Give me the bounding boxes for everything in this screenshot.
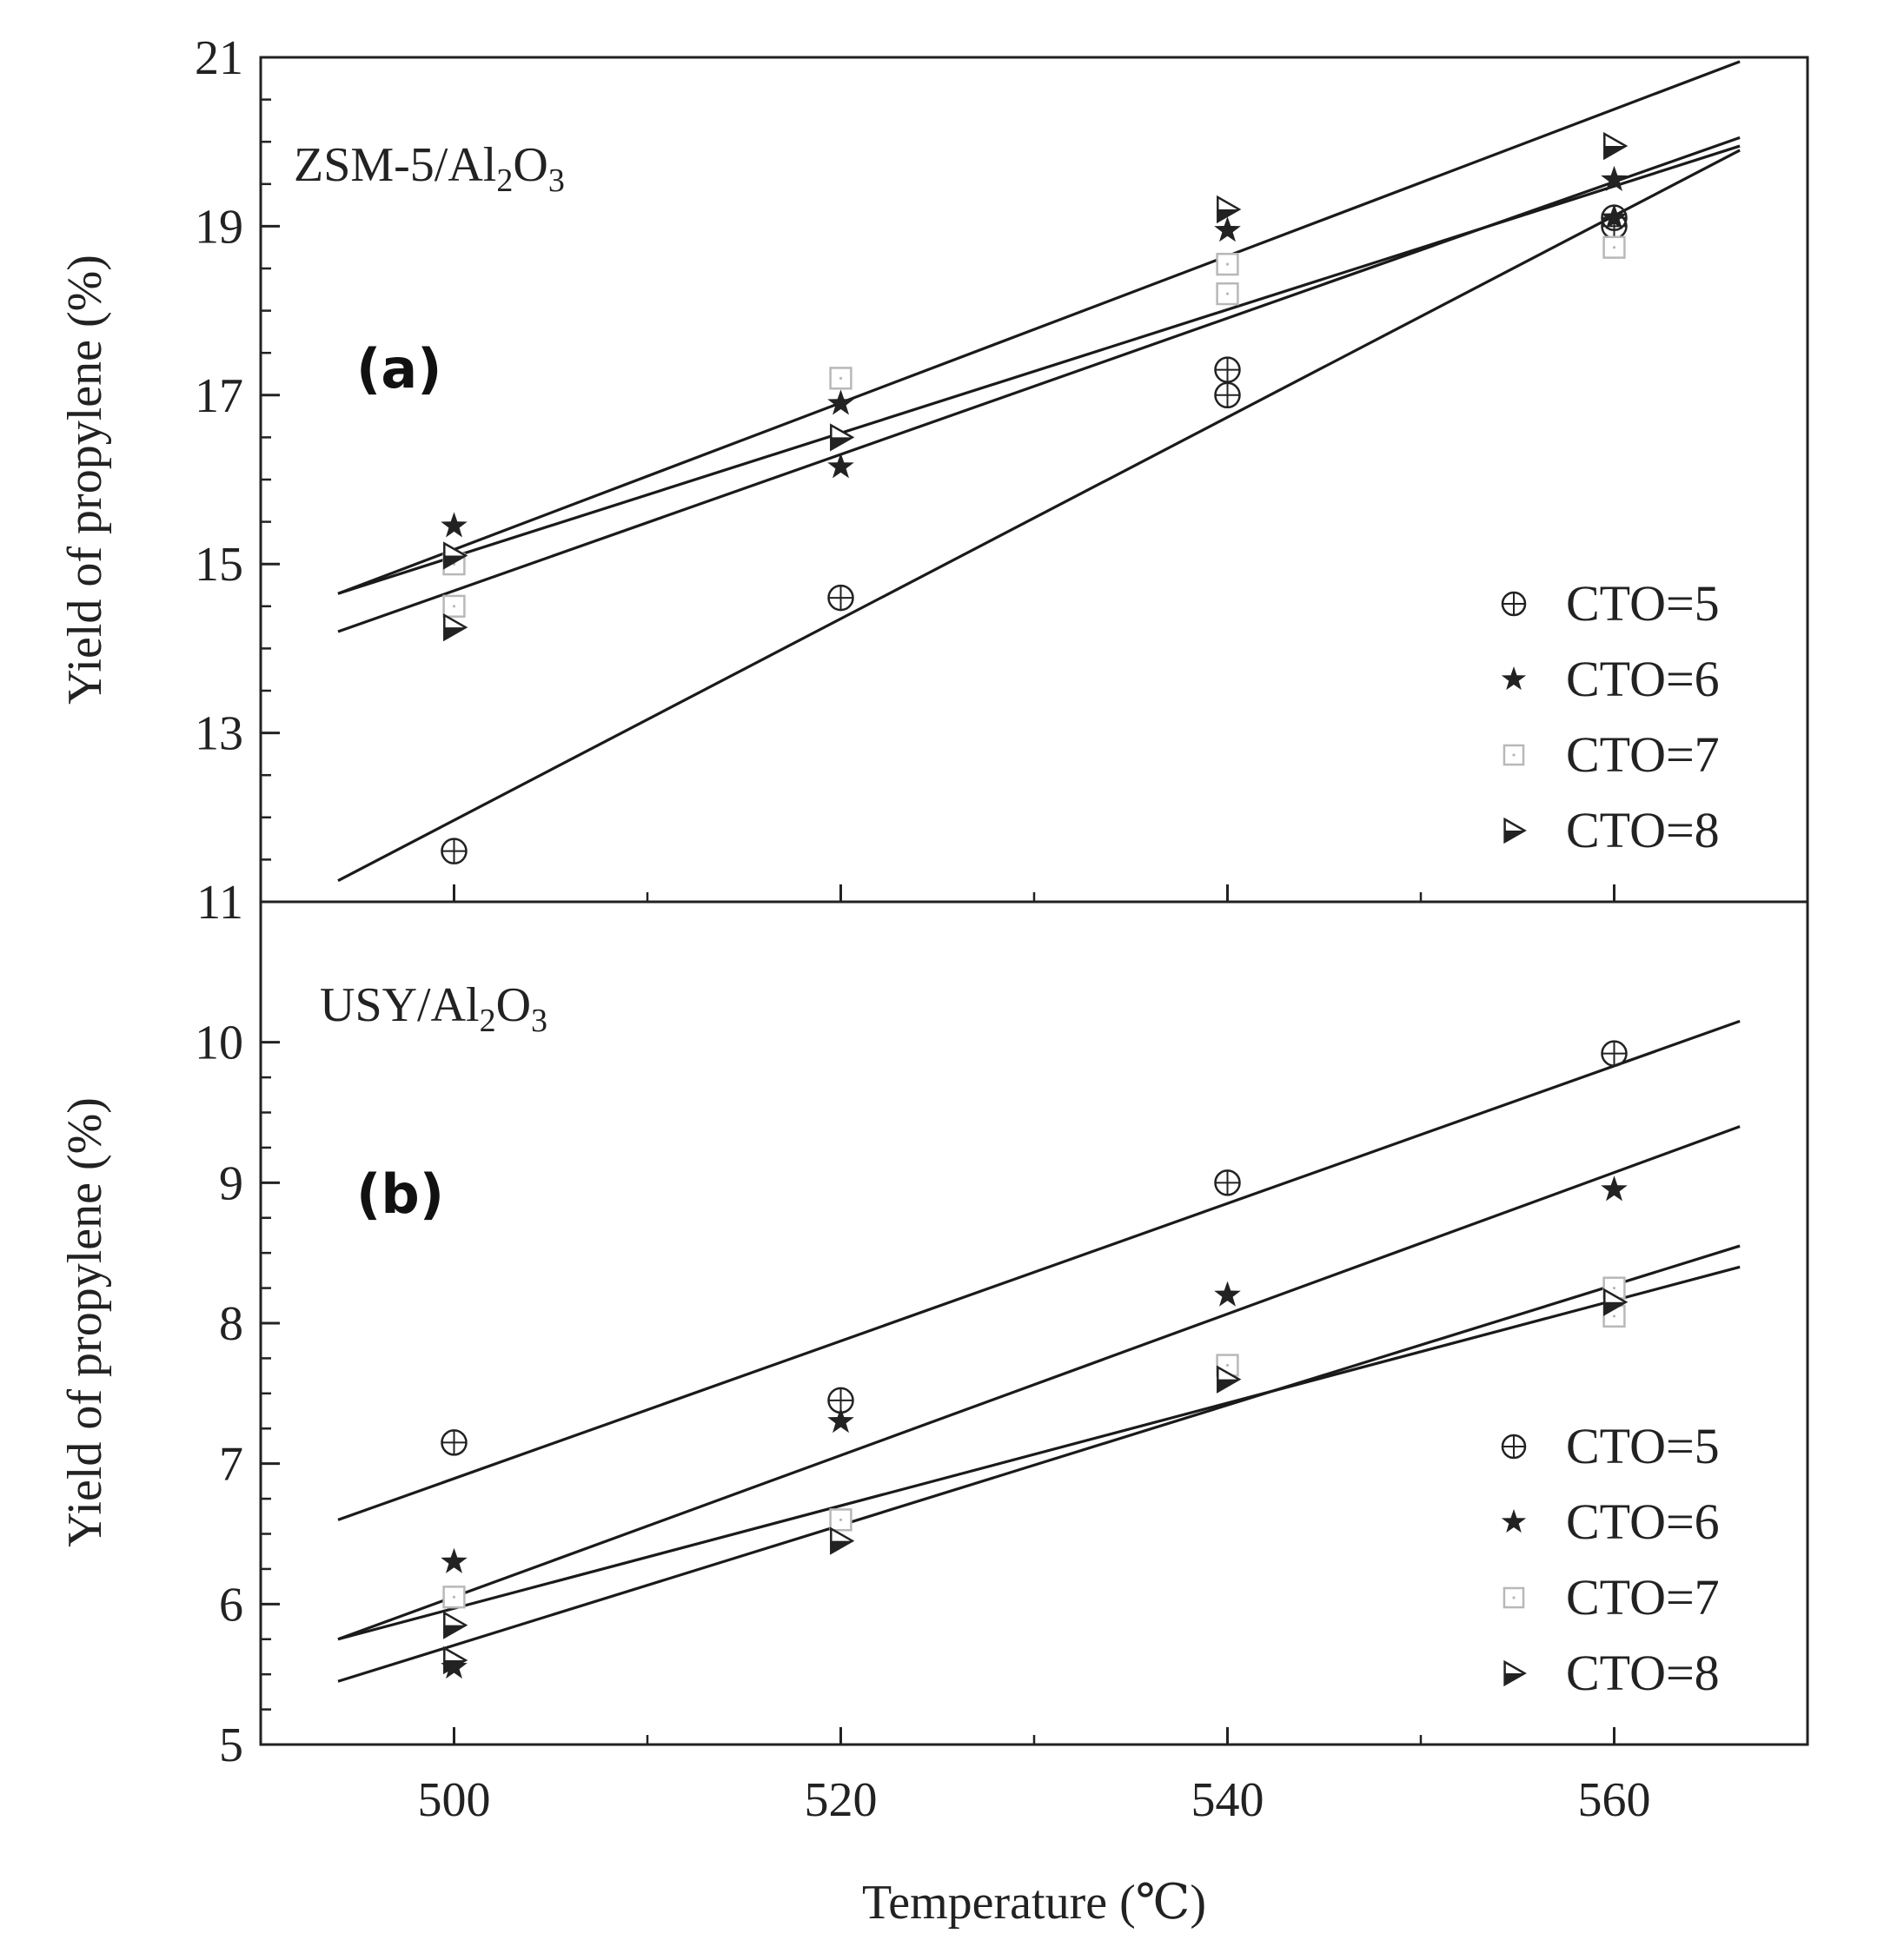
fit-line-cto-6 — [337, 60, 1741, 595]
fit-line-cto-8 — [337, 1244, 1741, 1683]
data-point-cto-8 — [830, 423, 855, 452]
data-point-cto-7 — [442, 1586, 466, 1609]
data-point-cto-8 — [1217, 1365, 1242, 1394]
fit-line-cto-5 — [337, 149, 1741, 883]
legend-label-cto-8: CTO=8 — [1566, 1645, 1720, 1701]
legend-label-cto-6: CTO=6 — [1566, 651, 1720, 707]
data-point-cto-5 — [1214, 356, 1241, 383]
fit-line-cto-7 — [337, 136, 1741, 633]
data-point-cto-6 — [441, 512, 468, 538]
legend-marker-cto-7 — [1503, 744, 1525, 766]
data-point-cto-8 — [443, 1645, 468, 1675]
panel-a-ytick-label: 19 — [195, 200, 243, 254]
panel-b-label: (b) — [356, 1162, 444, 1226]
data-point-cto-7 — [829, 1508, 852, 1532]
panel-a-ytick-label: 21 — [195, 31, 243, 85]
x-tick-label: 520 — [805, 1773, 878, 1827]
data-point-cto-8 — [830, 1526, 855, 1555]
panel-a-ytick-label: 13 — [195, 707, 243, 761]
fit-line-cto-7 — [337, 1265, 1741, 1641]
panel-a-ticks: 11 13 15 17 19 21 — [195, 31, 1615, 930]
data-point-cto-8 — [443, 1611, 468, 1639]
legend-label-cto-8: CTO=8 — [1566, 802, 1720, 858]
panel-b-ticks: 5 6 7 8 9 10 500 520 540 560 — [195, 1016, 1651, 1827]
data-point-cto-7 — [1216, 252, 1239, 276]
panel-b-ylabel: Yield of propylene (%) — [58, 1097, 112, 1547]
data-point-cto-5 — [1214, 1169, 1241, 1196]
data-point-cto-7 — [442, 594, 466, 618]
data-point-cto-7 — [1216, 282, 1239, 306]
panel-b-ytick-label: 7 — [219, 1438, 243, 1492]
panel-a-fit-lines — [337, 60, 1741, 883]
panel-b-ytick-label: 9 — [219, 1156, 243, 1210]
panel-b-usy: 5 6 7 8 9 10 500 520 540 560 CTO=5 CTO=6 CTO=7 CTO=8… — [58, 900, 1809, 1930]
legend-label-cto-6: CTO=6 — [1566, 1493, 1720, 1550]
x-tick-label: 560 — [1578, 1773, 1651, 1827]
data-point-cto-5 — [1601, 1040, 1628, 1067]
data-point-cto-6 — [1601, 1175, 1628, 1202]
legend-marker-cto-7 — [1503, 1586, 1525, 1609]
panel-a-zsm5: 11 13 15 17 19 21 CTO=5 CTO=6 CTO=7 CTO=8 ZSM-5/… — [58, 31, 1809, 930]
panel-b-ytick-label: 8 — [219, 1297, 243, 1351]
panel-b-catalyst-label: USY/Al2O3 — [320, 978, 547, 1039]
legend-marker-cto-6 — [1501, 1509, 1527, 1533]
fit-line-cto-8 — [337, 144, 1741, 595]
data-point-cto-8 — [443, 541, 468, 570]
data-point-cto-6 — [1214, 216, 1241, 242]
data-point-cto-6 — [1601, 165, 1628, 191]
legend-marker-cto-5 — [1501, 1434, 1527, 1460]
data-point-cto-5 — [441, 838, 468, 864]
panel-b-ytick-label: 10 — [195, 1016, 243, 1070]
data-point-cto-6 — [827, 453, 854, 479]
data-point-cto-5 — [441, 1429, 468, 1456]
data-point-cto-6 — [827, 389, 854, 415]
data-point-cto-6 — [1214, 1281, 1241, 1307]
panel-a-label: (a) — [356, 337, 442, 401]
data-point-cto-5 — [1214, 381, 1241, 409]
data-point-cto-7 — [1602, 235, 1626, 259]
panel-b-fit-lines — [337, 1019, 1741, 1683]
panel-b-markers — [441, 1040, 1629, 1679]
panel-a-ylabel: Yield of propylene (%) — [58, 255, 112, 705]
panel-b-ytick-label: 5 — [219, 1718, 243, 1772]
data-point-cto-8 — [1217, 195, 1242, 224]
data-point-cto-8 — [1603, 131, 1629, 161]
data-point-cto-6 — [1601, 203, 1628, 229]
panel-a-ytick-label: 17 — [195, 369, 243, 423]
panel-a-markers — [441, 131, 1629, 864]
panel-a-ytick-label: 11 — [196, 876, 243, 930]
legend-marker-cto-6 — [1501, 666, 1527, 691]
data-point-cto-8 — [443, 612, 468, 642]
panel-a-legend: CTO=5 CTO=6 CTO=7 CTO=8 — [1501, 575, 1720, 858]
fit-line-cto-5 — [337, 1019, 1741, 1521]
x-tick-label: 540 — [1191, 1773, 1264, 1827]
panel-a-ytick-label: 15 — [195, 538, 243, 592]
legend-label-cto-5: CTO=5 — [1566, 575, 1720, 632]
panel-a-catalyst-label: ZSM-5/Al2O3 — [294, 138, 565, 199]
fit-line-cto-6 — [337, 1125, 1741, 1641]
data-point-cto-6 — [441, 1547, 468, 1573]
legend-label-cto-5: CTO=5 — [1566, 1418, 1720, 1474]
data-point-cto-7 — [829, 367, 852, 390]
legend-label-cto-7: CTO=7 — [1566, 726, 1720, 783]
legend-label-cto-7: CTO=7 — [1566, 1569, 1720, 1626]
panel-b-legend: CTO=5 CTO=6 CTO=7 CTO=8 — [1501, 1418, 1720, 1701]
legend-marker-cto-8 — [1503, 817, 1527, 844]
legend-marker-cto-5 — [1501, 591, 1527, 617]
data-point-cto-5 — [827, 584, 854, 612]
legend-marker-cto-8 — [1503, 1659, 1527, 1687]
panel-b-ytick-label: 6 — [219, 1578, 243, 1632]
data-point-cto-8 — [1603, 1288, 1629, 1316]
x-tick-label: 500 — [418, 1773, 491, 1827]
x-axis-label: Temperature (℃) — [862, 1876, 1206, 1930]
data-point-cto-6 — [827, 1407, 854, 1434]
